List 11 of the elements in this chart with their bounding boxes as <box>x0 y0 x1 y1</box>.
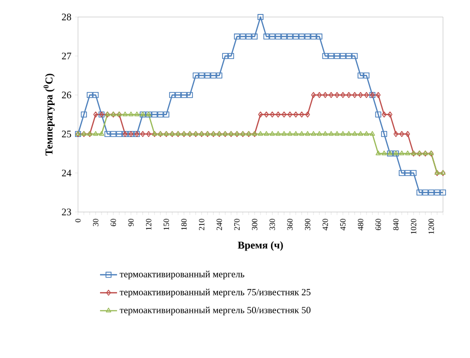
legend-label: термоактивированный мергель 50/известняк 50 <box>120 306 310 316</box>
x-axis-title: Время (ч) <box>238 241 283 251</box>
y-tick-label: 24 <box>62 170 72 176</box>
y-tick-label: 23 <box>62 208 72 216</box>
y-tick-label: 28 <box>62 14 72 20</box>
legend-label: термоактивированный мергель <box>120 270 244 280</box>
y-tick-label: 27 <box>62 52 72 60</box>
y-axis-title: Температура ($^{0}$C) <box>44 74 55 156</box>
legend-label: термоактивированный мергель 75/известняк 25 <box>120 288 310 298</box>
y-tick-label: 26 <box>62 92 72 98</box>
y-tick-label: 25 <box>62 130 72 138</box>
